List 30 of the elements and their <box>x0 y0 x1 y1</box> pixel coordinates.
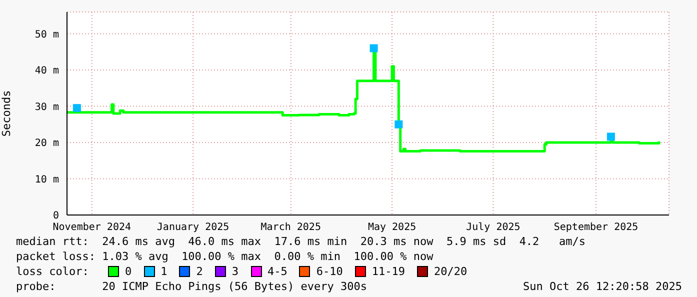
text: packet loss: 1.03 % avg 100.00 % max 0.00 % min 100.00 % now <box>16 249 434 264</box>
legend-label: 20/20 <box>433 264 468 279</box>
text: Sun Oct 26 12:20:58 2025 <box>523 279 682 294</box>
legend-label: 3 <box>230 264 238 279</box>
legend-label: 6-10 <box>315 264 343 279</box>
y-tick-label: 50 m <box>34 29 59 40</box>
text: probe: 20 ICMP Echo Pings (56 Bytes) every 300s <box>16 279 367 294</box>
x-tick-label: January 2025 <box>156 222 230 234</box>
text: median rtt: 24.6 ms avg 46.0 ms max 17.6 ms min 20.3 ms now 5.9 ms sd 4.2 am/s <box>16 234 587 249</box>
point <box>370 44 378 52</box>
x-tick-label: May 2025 <box>368 222 416 234</box>
y-tick-label: 20 m <box>34 138 59 150</box>
y-tick-label: 0 <box>52 210 59 222</box>
x-tick-label: September 2025 <box>554 222 638 234</box>
y-tick-label: 40 m <box>34 66 59 77</box>
legend-label: 1 <box>160 264 168 279</box>
y-tick-label: 10 m <box>34 174 59 186</box>
legend-label: 11-19 <box>370 264 405 279</box>
legend-label: 0 <box>124 264 132 279</box>
point <box>606 132 615 141</box>
x-tick-label: November 2024 <box>52 222 132 234</box>
legend-label: 4-5 <box>266 264 288 279</box>
legend-title: loss color: <box>16 264 90 279</box>
point <box>72 104 81 112</box>
y-axis-title: Seconds <box>0 90 13 137</box>
y-tick-label: 30 m <box>34 102 59 113</box>
x-tick-label: March 2025 <box>260 222 321 234</box>
legend-label: 2 <box>195 264 203 279</box>
point <box>394 120 403 128</box>
x-tick-label: July 2025 <box>466 222 520 234</box>
